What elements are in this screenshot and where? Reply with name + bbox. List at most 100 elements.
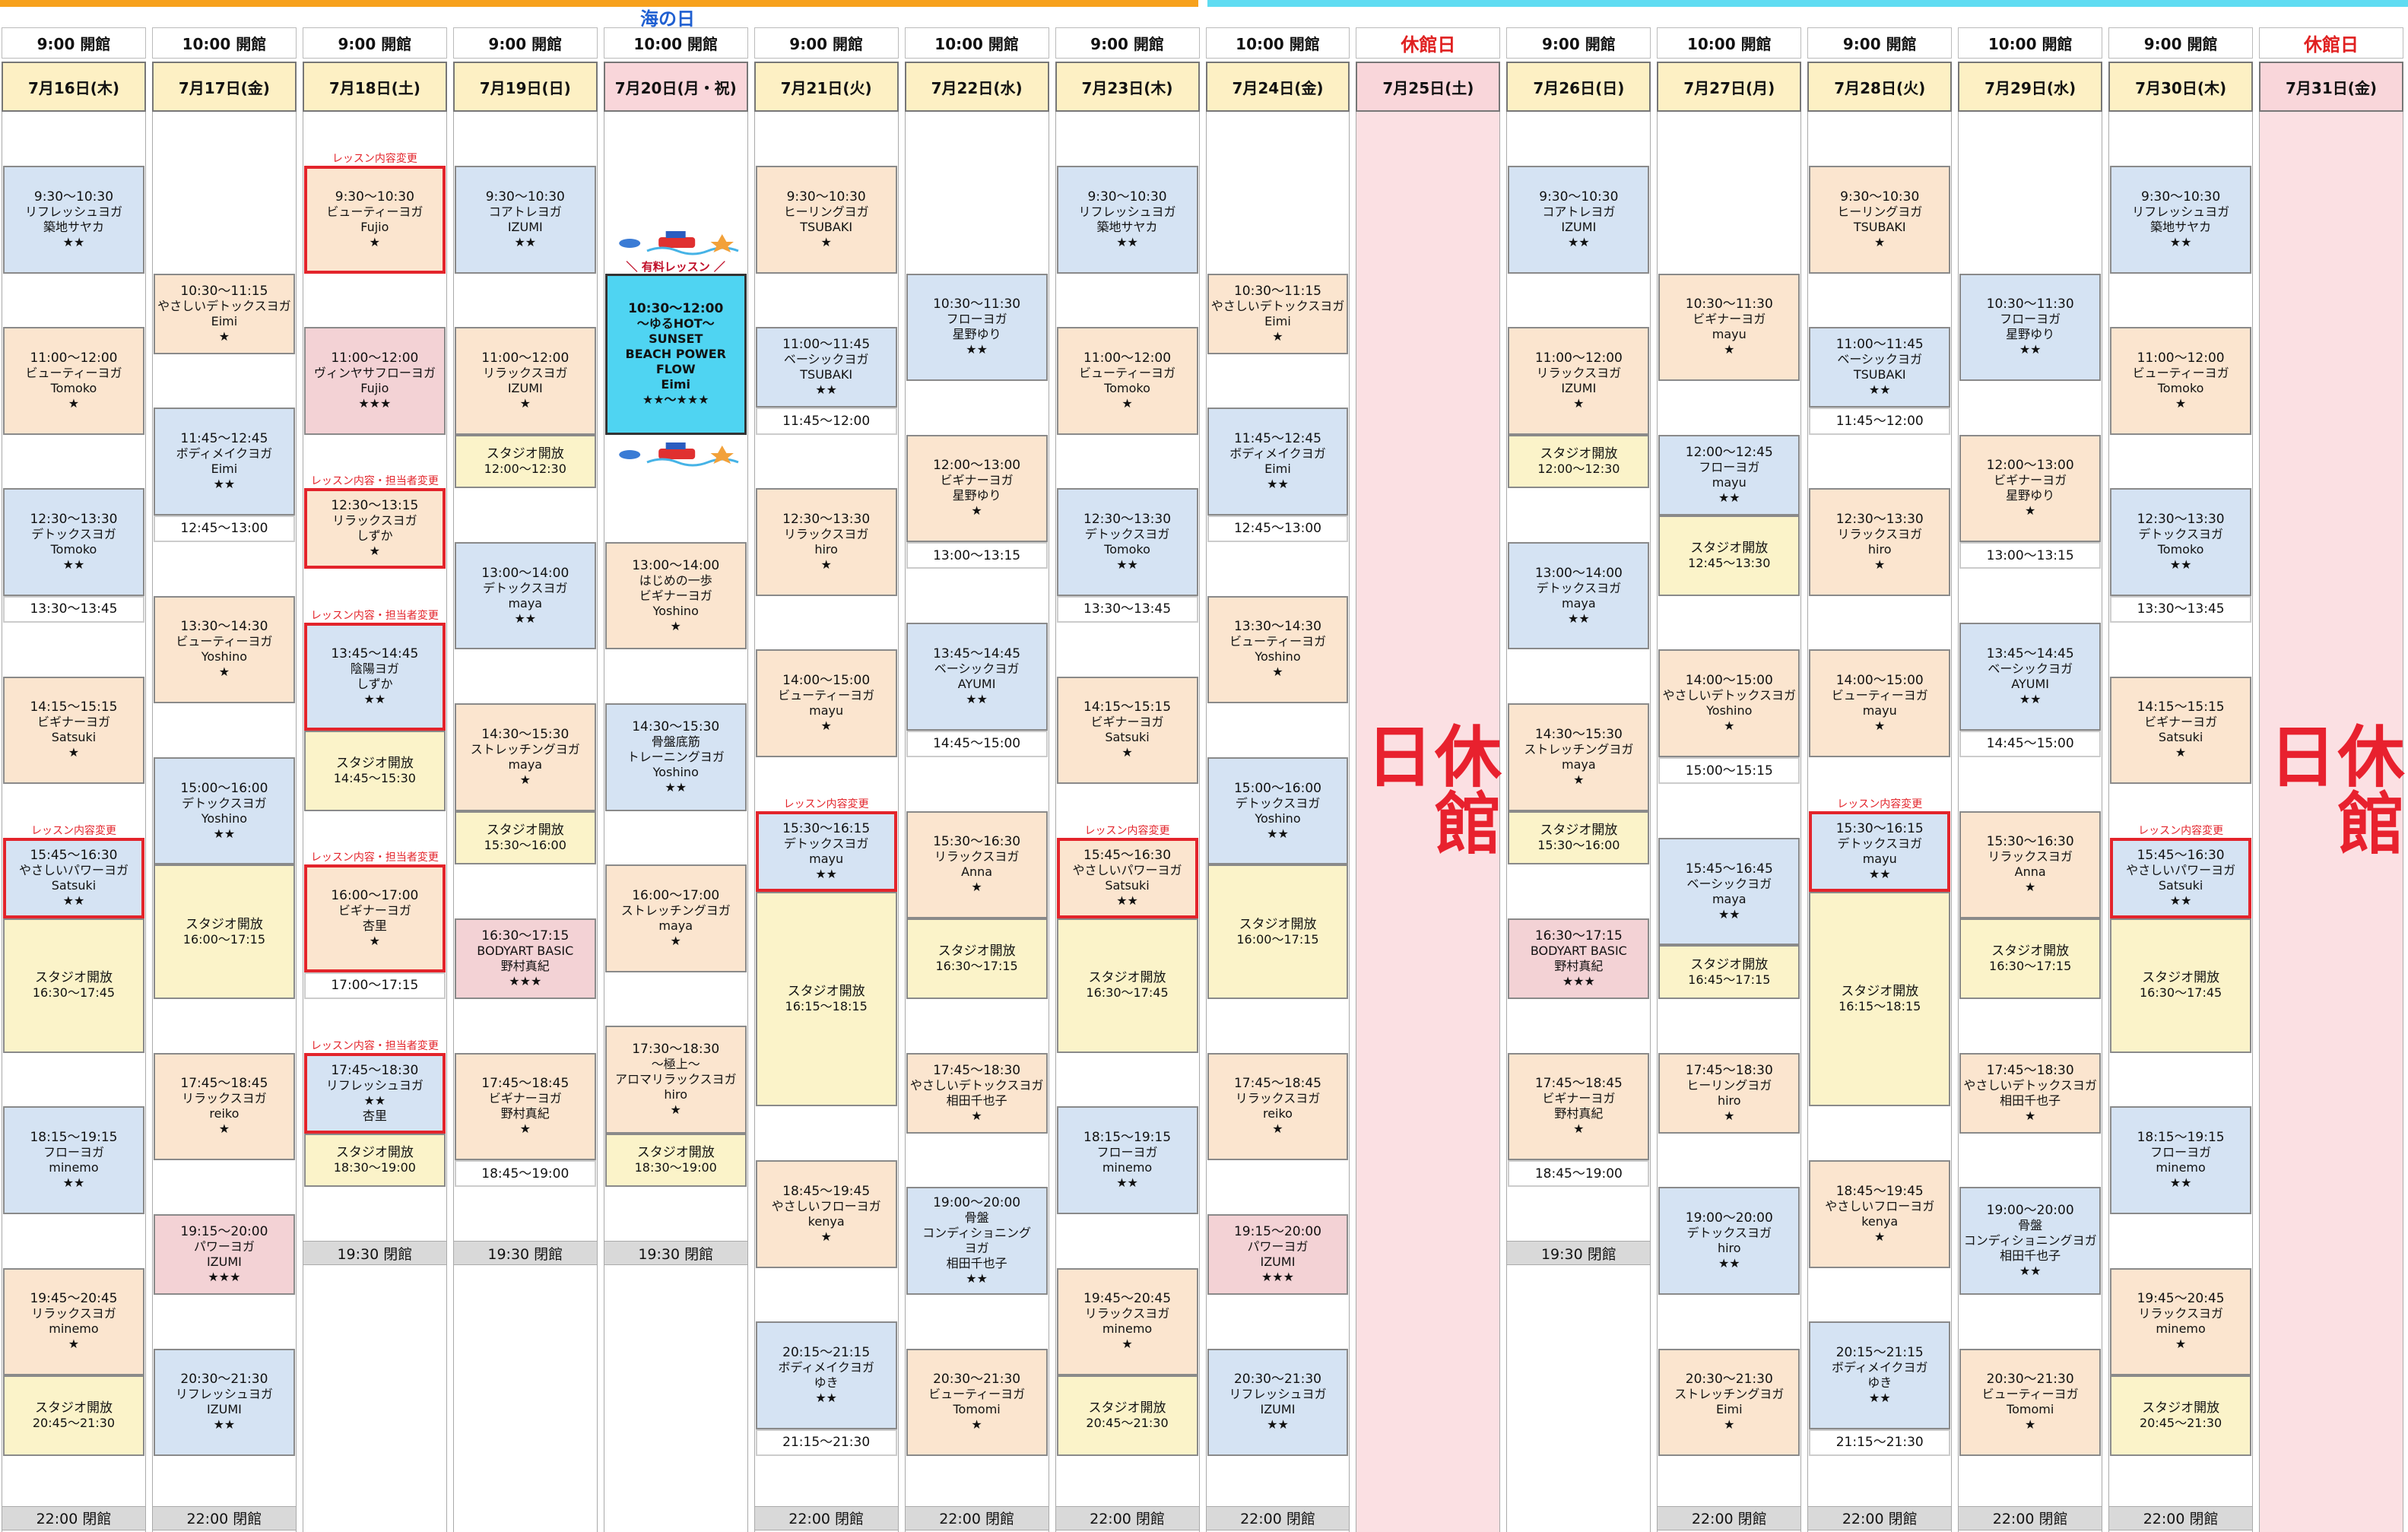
class-block: 15:00～16:00 デトックスヨガ Yoshino ★★ <box>1207 756 1349 865</box>
class-text: ボディメイクヨガ <box>1229 446 1326 461</box>
class-text: ★★ <box>966 691 988 706</box>
class-text: ★ <box>1272 665 1283 680</box>
class-text: IZUMI <box>1561 219 1597 234</box>
class-block: 18:15～19:15 フローヨガ minemo ★★ <box>3 1106 144 1214</box>
open-time: 9:00 開館 <box>1807 27 1953 59</box>
class-text: SUNSET <box>649 331 703 346</box>
class-text: デトックスヨガ <box>182 795 267 810</box>
class-text: 20:45～21:30 <box>32 1415 116 1430</box>
class-text: 12:30～13:30 <box>1835 512 1924 528</box>
class-text: フローヨガ <box>43 1145 104 1160</box>
class-block: 19:45～20:45 リラックスヨガ minemo ★ <box>3 1267 144 1375</box>
class-text: Tomoko <box>1104 380 1150 395</box>
class-text: ★★ <box>665 779 687 795</box>
class-block: 15:00～16:00 デトックスヨガ Yoshino ★★ <box>153 756 295 865</box>
class-text: 15:45～16:30 <box>2137 847 2225 863</box>
class-block: 11:00～12:00 リラックスヨガ IZUMI ★ <box>1508 327 1650 435</box>
class-text: ストレッチングヨガ <box>1524 741 1634 756</box>
column <box>1807 61 1953 1532</box>
class-text: Yoshino <box>1706 703 1753 718</box>
class-block: 13:00～13:15 <box>1959 542 2102 569</box>
class-text: 14:15～15:15 <box>2137 699 2225 715</box>
class-text: IZUMI <box>507 219 543 234</box>
class-text: 14:30～15:30 <box>1534 726 1623 742</box>
class-text: 14:00～15:00 <box>1685 673 1773 689</box>
class-text: ビューティーヨガ <box>928 1387 1026 1402</box>
class-text: minemo <box>49 1321 99 1337</box>
class-text: 12:30～13:30 <box>782 512 871 528</box>
class-text: 16:30～17:15 <box>1534 928 1623 944</box>
class-text: ★★ <box>1718 906 1740 921</box>
closed-notice: 休館日 <box>1355 722 1502 856</box>
class-text: 11:45～12:45 <box>180 430 268 446</box>
class-text: 20:30～21:30 <box>933 1372 1021 1388</box>
class-text: ★ <box>971 1108 982 1123</box>
class-text: ★ <box>971 1417 982 1432</box>
class-text: ★★ <box>213 826 236 841</box>
open-time: 10:00 開館 <box>151 27 297 59</box>
class-text: ボディメイクヨガ <box>778 1359 874 1375</box>
class-text: ★★ <box>2019 691 2042 706</box>
class-text: 10:30～11:30 <box>1986 297 2074 312</box>
change-note: レッスン内容変更 <box>1084 824 1170 837</box>
class-text: mayu <box>809 851 844 866</box>
class-text: 16:30～17:15 <box>481 928 569 944</box>
class-text: 10:30～11:30 <box>933 297 1021 312</box>
class-text: 17:45～18:30 <box>933 1062 1021 1078</box>
date: 7月19日(日) <box>452 61 598 113</box>
class-text: 野村真紀 <box>1554 1106 1604 1121</box>
class-text: 17:00～17:15 <box>331 978 419 994</box>
class-text: ★★ <box>2169 557 2192 573</box>
class-text: リラックスヨガ <box>332 513 417 528</box>
class-text: デトックスヨガ <box>483 580 568 595</box>
class-text: 15:00～16:00 <box>180 780 268 796</box>
class-text: Yoshino <box>1255 810 1301 826</box>
class-text: ★★ <box>1718 490 1740 505</box>
class-block: 14:45～15:00 <box>1959 730 2102 757</box>
date: 7月18日(土) <box>302 61 447 113</box>
class-text: 9:30～10:30 <box>786 189 866 205</box>
class-text: 14:00～15:00 <box>782 673 871 689</box>
date: 7月31日(金) <box>2259 61 2403 113</box>
class-text: ★★ <box>966 342 988 357</box>
open-time: 10:00 開館 <box>904 27 1049 59</box>
class-block: 14:00～15:00 ビューティーヨガ mayu ★ <box>1809 649 1951 757</box>
class-text: 18:45～19:00 <box>1534 1166 1623 1182</box>
class-text: ★★ <box>815 866 837 881</box>
class-block: 13:30～13:45 <box>3 595 144 623</box>
class-block: 12:30～13:15 リラックスヨガ しずか ★ <box>303 488 446 569</box>
class-text: Anna <box>961 864 993 880</box>
change-note: レッスン内容変更 <box>783 798 869 810</box>
class-text: hiro <box>1867 542 1892 557</box>
class-text: 14:45～15:00 <box>1986 736 2074 752</box>
class-block: 15:30～16:15 デトックスヨガ mayu ★★ <box>755 810 897 892</box>
class-block: スタジオ開放 16:00～17:15 <box>153 864 295 999</box>
class-text: 11:00～11:45 <box>1835 337 1924 353</box>
class-text: スタジオ開放 <box>1540 822 1618 838</box>
closing-time: 22:00 閉館 <box>2 1505 146 1530</box>
class-block: 12:30～13:30 デトックスヨガ Tomoko ★★ <box>1056 488 1198 596</box>
class-text: 19:00～20:00 <box>1986 1203 2074 1219</box>
class-text: ★★ <box>2169 893 2192 908</box>
class-text: スタジオ開放 <box>34 1400 113 1416</box>
date: 7月23日(木) <box>1055 61 1200 113</box>
class-text: スタジオ開放 <box>335 1145 414 1161</box>
closing-time: 22:00 閉館 <box>1657 1505 1802 1530</box>
class-text: ★★ <box>2019 1264 2042 1279</box>
class-text: 野村真紀 <box>1554 958 1604 973</box>
class-text: ★ <box>971 503 982 519</box>
class-block: 20:30～21:30 リフレッシュヨガ IZUMI ★★ <box>1207 1348 1349 1456</box>
class-block: 13:00～14:00 デトックスヨガ maya ★★ <box>1508 542 1650 650</box>
class-text: 野村真紀 <box>500 1106 550 1121</box>
class-text: ゆき <box>814 1375 839 1390</box>
class-text: 12:30～13:15 <box>331 498 419 514</box>
class-text: 11:45～12:00 <box>782 413 871 429</box>
class-block: 16:30～17:15 BODYART BASIC 野村真紀 ★★★ <box>1508 918 1650 999</box>
class-text: ビギナーヨガ <box>488 1091 562 1106</box>
class-text: ★★ <box>514 611 537 626</box>
class-text: mayu <box>1712 474 1747 490</box>
class-text: 16:30～17:45 <box>2139 985 2222 1001</box>
class-text: 11:45～12:45 <box>1233 430 1321 446</box>
class-text: ★★ <box>2019 342 2042 357</box>
class-text: ビギナーヨガ <box>2144 715 2218 730</box>
